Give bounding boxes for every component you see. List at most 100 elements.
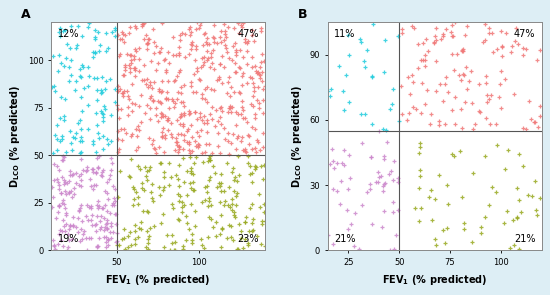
Point	[82, 202, 91, 207]
Point	[87, 166, 96, 171]
Point	[95, 236, 103, 241]
Point	[389, 209, 398, 214]
Point	[180, 138, 189, 142]
Point	[163, 90, 172, 95]
Point	[78, 168, 87, 172]
Point	[50, 178, 58, 183]
Point	[89, 186, 97, 191]
Point	[360, 112, 369, 117]
Point	[93, 243, 102, 248]
Point	[414, 65, 423, 70]
Point	[134, 104, 143, 108]
Point	[155, 86, 163, 91]
Point	[388, 199, 397, 204]
Point	[48, 237, 57, 242]
Point	[497, 54, 506, 58]
Point	[421, 101, 430, 106]
Point	[188, 149, 196, 153]
Point	[464, 79, 473, 84]
Point	[59, 218, 68, 223]
Point	[525, 98, 533, 103]
Point	[93, 76, 102, 80]
Point	[48, 184, 57, 189]
Point	[60, 114, 69, 119]
Point	[160, 170, 168, 175]
Point	[175, 33, 184, 38]
Point	[141, 110, 150, 115]
Point	[148, 142, 157, 147]
Point	[103, 227, 112, 232]
Point	[215, 200, 224, 204]
Point	[217, 171, 226, 176]
Point	[54, 204, 63, 209]
Point	[60, 181, 69, 186]
Point	[138, 186, 147, 191]
Point	[212, 220, 221, 224]
Point	[160, 174, 169, 179]
Point	[389, 87, 398, 92]
Point	[60, 117, 69, 122]
Point	[221, 29, 229, 34]
Point	[231, 110, 240, 115]
Point	[60, 229, 69, 233]
Point	[130, 47, 139, 52]
Point	[161, 133, 169, 138]
Point	[481, 215, 490, 219]
Point	[126, 61, 135, 66]
Point	[76, 150, 85, 154]
Point	[92, 111, 101, 115]
Point	[431, 26, 440, 30]
Point	[59, 63, 68, 68]
Point	[357, 40, 366, 44]
Point	[170, 148, 179, 153]
Point	[344, 227, 353, 231]
Point	[358, 203, 367, 208]
Point	[248, 147, 256, 152]
Point	[126, 52, 135, 57]
Point	[442, 75, 450, 80]
Point	[176, 122, 185, 126]
Point	[99, 168, 108, 173]
Point	[48, 151, 57, 156]
Point	[64, 65, 73, 69]
Point	[199, 160, 207, 164]
Point	[219, 38, 228, 42]
Point	[73, 42, 81, 47]
Point	[131, 49, 140, 54]
Point	[345, 153, 354, 158]
Point	[112, 222, 120, 227]
Point	[184, 139, 193, 144]
Point	[248, 27, 256, 32]
Point	[223, 25, 232, 30]
Point	[101, 49, 110, 53]
Point	[117, 36, 126, 41]
Point	[435, 82, 444, 87]
Point	[139, 21, 148, 26]
Point	[174, 51, 183, 56]
Point	[326, 162, 334, 167]
Point	[224, 55, 233, 60]
Point	[196, 20, 205, 25]
Point	[339, 107, 348, 112]
Point	[530, 120, 538, 124]
Point	[250, 64, 259, 68]
Point	[239, 108, 248, 112]
Point	[229, 26, 238, 31]
Point	[159, 57, 168, 62]
Point	[103, 137, 112, 141]
Point	[363, 48, 372, 53]
Point	[256, 163, 265, 168]
Point	[104, 197, 113, 202]
Point	[205, 156, 213, 161]
Point	[194, 142, 203, 147]
Point	[355, 36, 364, 41]
Point	[179, 179, 188, 184]
Point	[59, 158, 68, 163]
Point	[424, 48, 432, 53]
Point	[125, 173, 134, 178]
Point	[120, 40, 129, 45]
Point	[146, 165, 155, 169]
Point	[94, 48, 103, 53]
Point	[209, 35, 218, 40]
Point	[71, 135, 80, 140]
